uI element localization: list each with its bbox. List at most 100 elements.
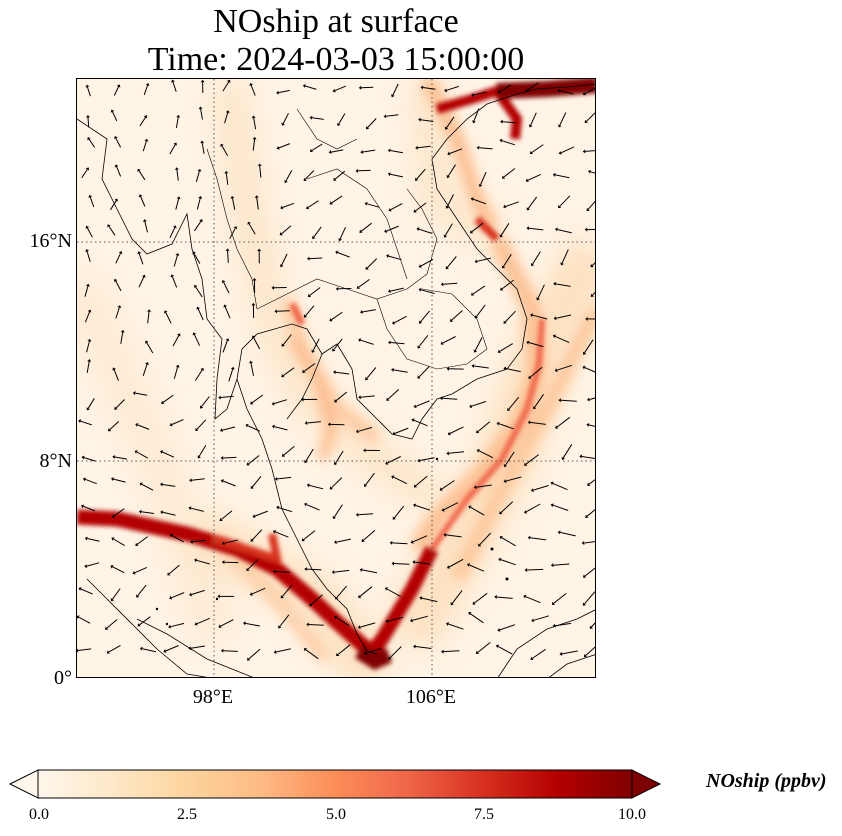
wind-vector-shaft	[472, 285, 486, 295]
wind-vector-shaft	[223, 456, 237, 459]
wind-vector-head	[272, 569, 276, 574]
wind-vector-head	[200, 79, 205, 83]
wind-vector-head	[106, 650, 110, 654]
wind-vector-shaft	[87, 398, 95, 409]
wind-vector-head	[169, 533, 173, 538]
wind-vector-head	[582, 365, 586, 370]
wind-vector-shaft	[442, 336, 456, 344]
wind-vector-shaft	[108, 226, 116, 236]
wind-vector-shaft	[420, 310, 430, 323]
wind-vector-head	[528, 124, 533, 128]
wind-vector-shaft	[415, 504, 431, 511]
wind-vector-shaft	[334, 170, 346, 180]
wind-vector-head	[387, 148, 391, 153]
wind-vector-shaft	[176, 169, 179, 181]
wind-vector-shaft	[139, 117, 146, 127]
wind-vector-shaft	[474, 337, 483, 351]
wind-vector-head	[503, 204, 507, 209]
wind-vector-head	[230, 195, 235, 199]
map-subtitle-time: Time: 2024-03-03 15:00:00	[147, 41, 525, 78]
wind-vector-head	[225, 110, 230, 114]
wind-vector-head	[470, 292, 475, 296]
wind-vector-shaft	[88, 138, 96, 148]
wind-vector-shaft	[479, 532, 492, 546]
wind-vector-shaft	[501, 537, 516, 547]
wind-vector-head	[309, 603, 313, 607]
wind-vector-shaft	[303, 363, 316, 372]
wind-vector-head	[530, 488, 534, 493]
wind-vector-head	[194, 621, 198, 626]
wind-vector-head	[552, 334, 556, 339]
wind-vector-head	[160, 482, 163, 487]
wind-vector-head	[525, 178, 529, 183]
wind-vector-head	[160, 450, 164, 454]
lon-tick-98e: 98°E	[192, 686, 234, 708]
wind-vector-shaft	[470, 506, 485, 516]
wind-vector-head	[81, 504, 85, 509]
wind-vector-head	[111, 514, 116, 518]
wind-vector-shaft	[499, 624, 516, 631]
wind-vector-head	[114, 198, 118, 202]
wind-vector-head	[391, 94, 395, 98]
wind-vector-head	[440, 341, 444, 345]
wind-vector-head	[138, 194, 143, 198]
wind-vector-head	[586, 397, 590, 402]
wind-vector-head	[560, 262, 564, 266]
wind-vector-shaft	[588, 479, 595, 485]
wind-vector-head	[137, 251, 142, 255]
wind-vector-shaft	[496, 596, 513, 599]
wind-vector-head	[443, 234, 448, 238]
wind-vector-shaft	[305, 448, 314, 462]
wind-vector-head	[417, 458, 421, 463]
wind-vector-head	[86, 114, 91, 118]
wind-vector-shaft	[277, 476, 292, 480]
wind-vector-head	[586, 422, 590, 427]
wind-vector-shaft	[333, 504, 343, 518]
wind-vector-shaft	[414, 561, 431, 565]
wind-vector-shaft	[247, 558, 259, 570]
wind-vector-head	[328, 150, 332, 155]
lon-tick-106e: 106°E	[405, 686, 457, 708]
wind-vector-shaft	[283, 367, 295, 377]
wind-vector-shaft	[256, 197, 259, 210]
wind-vector-head	[139, 646, 143, 651]
wind-vector-shaft	[338, 113, 346, 125]
wind-vector-head	[526, 340, 530, 345]
wind-vector-head	[137, 168, 141, 172]
wind-vector-shaft	[557, 229, 572, 234]
wind-vector-shaft	[136, 536, 148, 545]
wind-vector-head	[524, 567, 528, 572]
wind-vector-head	[329, 486, 333, 490]
wind-vector-head	[189, 592, 193, 597]
wind-vector-head	[550, 481, 554, 486]
wind-vector-head	[247, 221, 251, 225]
wind-vector-head	[113, 278, 118, 282]
wind-vector-head	[418, 117, 421, 122]
wind-vector-shaft	[80, 420, 92, 426]
wind-vector-head	[527, 420, 531, 425]
wind-vector-shaft	[500, 559, 516, 566]
wind-vector-shaft	[137, 584, 147, 596]
wind-vector-shaft	[168, 564, 180, 575]
wind-vector-shaft	[500, 223, 510, 236]
wind-vector-shaft	[247, 425, 261, 432]
wind-vector-shaft	[169, 227, 176, 239]
wind-vector-shaft	[585, 646, 595, 656]
wind-vector-head	[468, 612, 472, 616]
lat-tick-8n: 8°N	[39, 450, 72, 472]
wind-vector-head	[307, 293, 312, 298]
wind-vector-head	[389, 540, 393, 545]
wind-vector-shaft	[278, 89, 290, 94]
map-panel	[76, 78, 596, 678]
wind-vector-head	[529, 150, 533, 155]
wind-vector-shaft	[232, 198, 236, 210]
wind-vector-head	[335, 596, 339, 600]
wind-vector-head	[143, 115, 148, 119]
wind-vector-head	[250, 401, 254, 405]
wind-vector-head	[116, 84, 121, 88]
wind-vector-shaft	[501, 140, 516, 146]
wind-vector-head	[110, 109, 115, 113]
wind-vector-shaft	[285, 170, 293, 182]
wind-vector-head	[250, 538, 254, 542]
wind-vector-shaft	[227, 250, 229, 263]
